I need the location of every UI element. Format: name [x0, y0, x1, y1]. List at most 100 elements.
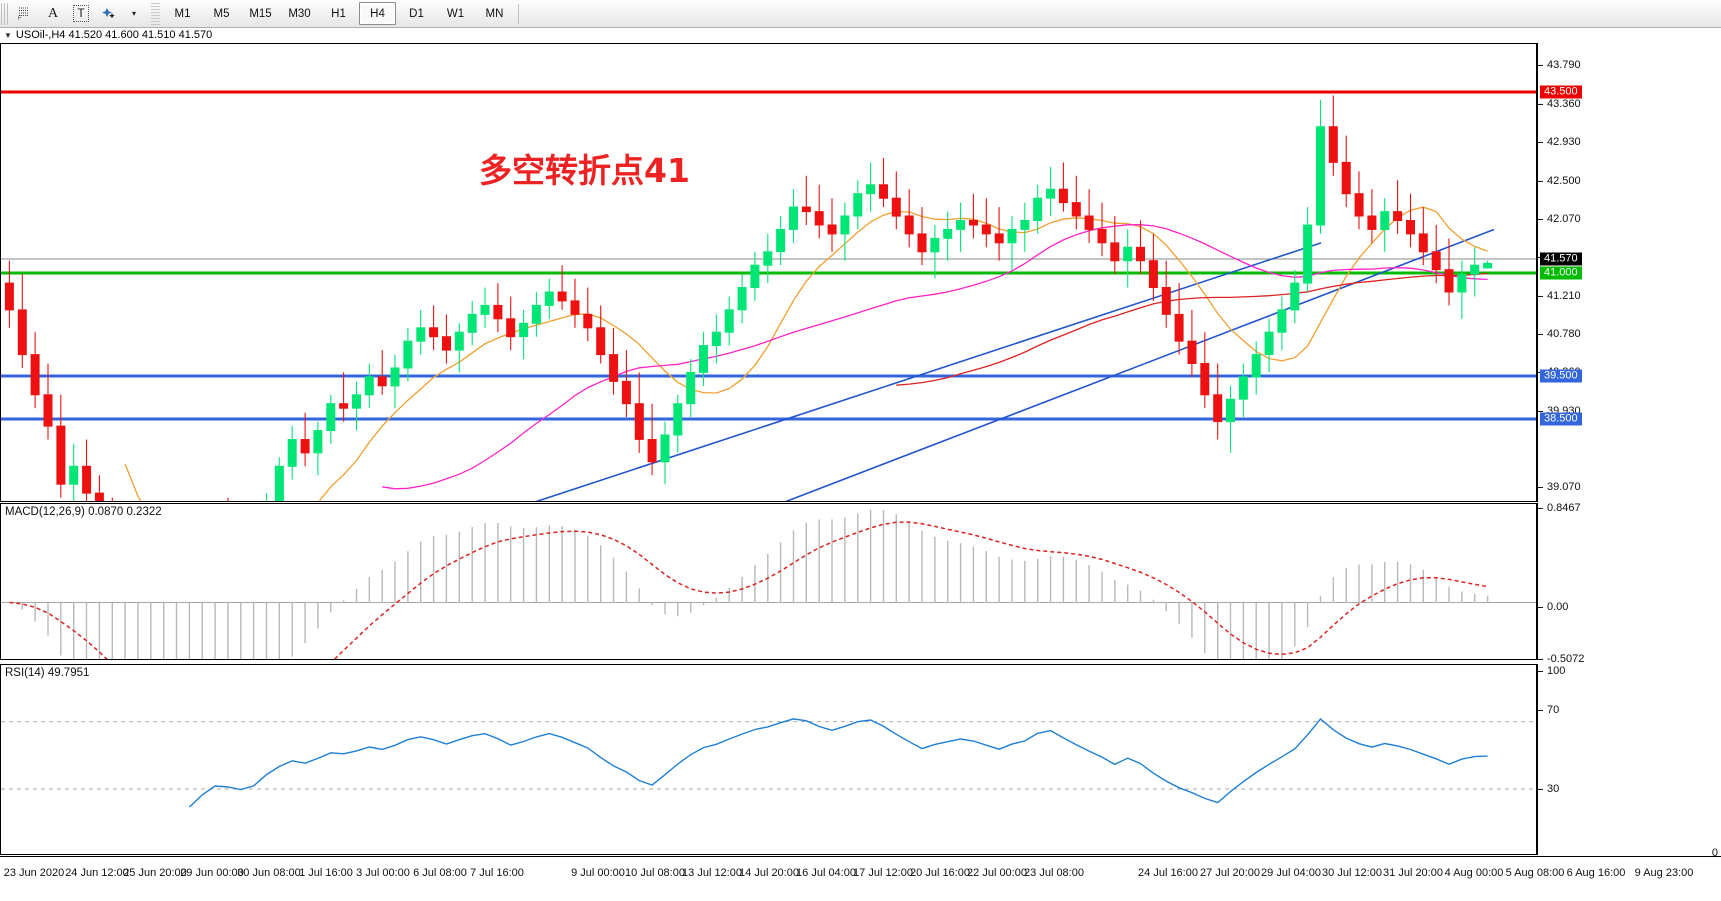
time-axis-label: 5 Aug 08:00	[1505, 867, 1565, 879]
candle-body	[1316, 126, 1325, 226]
time-axis-label: 16 Jul 04:00	[796, 867, 856, 879]
tick-label: 0.00	[1547, 601, 1569, 614]
tick-label: 42.500	[1547, 175, 1581, 188]
price-tag: 41.570	[1540, 252, 1582, 266]
crosshair-icon[interactable]: F	[12, 1, 38, 26]
tick-mark	[1538, 295, 1543, 297]
timeframe-h1[interactable]: H1	[331, 7, 346, 20]
macd-label: MACD(12,26,9) 0.0870 0.2322	[5, 506, 162, 518]
macd-pane[interactable]: MACD(12,26,9) 0.0870 0.2322	[0, 503, 1537, 660]
candle-body	[609, 354, 619, 382]
candle-body	[429, 327, 439, 338]
time-axis-label: 7 Jul 16:00	[470, 867, 524, 879]
candle-body	[1444, 269, 1454, 293]
price-chart-pane[interactable]: 多空转折点41	[0, 43, 1537, 502]
objects-icon[interactable]	[96, 1, 122, 26]
macd-axis[interactable]: 0.8467 0.00 -0.5072	[1537, 502, 1721, 665]
candle-body	[1277, 309, 1287, 333]
tick-label: 39.070	[1547, 481, 1581, 494]
candle-body	[956, 220, 966, 230]
time-axis-label: 6 Aug 16:00	[1566, 867, 1626, 879]
candle-body	[1136, 246, 1145, 262]
axis-tick: 70	[1538, 704, 1559, 716]
time-axis-label: 20 Jul 16:00	[910, 867, 970, 879]
ma-orange-line	[124, 206, 1488, 501]
timeframe-m30[interactable]: M30	[288, 7, 311, 20]
timeframe-group: M1 M5 M15 M30 H1 H4 D1 W1 MN	[163, 2, 514, 25]
candle-body	[1238, 376, 1248, 400]
axis-tick: 43.790	[1538, 59, 1581, 71]
time-axis-label: 17 Jul 12:00	[853, 867, 913, 879]
time-axis-label: 9 Aug 23:00	[1634, 867, 1694, 879]
candle-body	[480, 304, 490, 315]
rsi-axis[interactable]: 100 70 30	[1537, 664, 1721, 855]
axis-tick: 42.070	[1538, 213, 1581, 225]
tick-label: 41.210	[1547, 290, 1581, 303]
timeframe-group-handle[interactable]	[151, 2, 160, 25]
candle-body	[1084, 215, 1094, 230]
candle-body	[544, 291, 554, 306]
macd-canvas	[1, 509, 1536, 659]
candle-body	[1251, 354, 1261, 378]
timeframe-m15[interactable]: M15	[249, 7, 272, 20]
symbol-ohlc-text: USOil-,H4 41.520 41.600 41.510 41.570	[15, 29, 213, 41]
toolbar-drag-handle[interactable]	[1, 2, 9, 25]
time-axis-label: 14 Jul 20:00	[739, 867, 799, 879]
time-axis-label: 3 Jul 00:00	[356, 867, 410, 879]
candle-body	[1226, 398, 1235, 423]
timeframe-mn[interactable]: MN	[485, 7, 504, 20]
tick-mark	[1538, 788, 1543, 790]
candle-body	[1290, 282, 1300, 311]
candle-body	[1123, 246, 1133, 262]
collapse-icon[interactable]: ▼	[4, 30, 12, 40]
candle-body	[814, 211, 824, 226]
candle-body	[570, 300, 580, 315]
timeframe-m5[interactable]: M5	[213, 7, 230, 20]
time-axis[interactable]: 0 23 Jun 2020 24 Jun 12:00 25 Jun 20:00 29 …	[0, 847, 1721, 901]
rsi-pane[interactable]: RSI(14) 49.7951	[0, 664, 1537, 855]
candle-body	[326, 403, 336, 432]
candle-body	[1046, 188, 1056, 199]
candle-body	[801, 206, 811, 213]
timeframe-m1[interactable]: M1	[174, 7, 191, 20]
text-box-icon[interactable]: T	[68, 1, 94, 26]
axis-tick: 0.8467	[1538, 502, 1581, 514]
axis-tick: 40.780	[1538, 328, 1581, 340]
time-axis-label: 30 Jun 08:00	[237, 867, 301, 879]
candle-body	[493, 304, 503, 320]
candle-body	[699, 345, 708, 373]
axis-tick: -0.5072	[1538, 653, 1584, 665]
candle-body	[994, 233, 1004, 244]
candle-body	[981, 224, 991, 235]
candle-body	[866, 184, 876, 195]
candle-body	[789, 206, 798, 230]
timeframe-w1[interactable]: W1	[446, 7, 465, 20]
rsi-canvas	[1, 718, 1536, 808]
chevron-down-icon[interactable]: ▾	[131, 9, 136, 18]
timeframe-d1[interactable]: D1	[409, 7, 424, 20]
candle-body	[750, 264, 760, 288]
candle-body	[647, 439, 657, 463]
tick-mark	[1538, 410, 1543, 412]
axis-tick: 41.210	[1538, 290, 1581, 302]
candle-body	[724, 309, 734, 333]
time-axis-label: 25 Jun 20:00	[123, 867, 187, 879]
candle-body	[377, 376, 387, 387]
candle-body	[467, 313, 477, 333]
candle-body	[763, 251, 773, 266]
symbol-info-bar: ▼ USOil-,H4 41.520 41.600 41.510 41.570	[0, 28, 1721, 42]
axis-tick: 39.070	[1538, 481, 1581, 493]
text-label-icon[interactable]: A	[47, 5, 59, 21]
time-axis-label: 23 Jun 2020	[3, 867, 65, 879]
candle-body	[403, 340, 413, 369]
timeframe-h4[interactable]: H4	[359, 2, 396, 25]
candle-body	[1406, 220, 1415, 235]
price-tag: 39.500	[1540, 369, 1582, 383]
candle-body	[274, 465, 284, 501]
candle-body	[904, 215, 914, 235]
candle-body	[30, 354, 40, 396]
candle-body	[1187, 340, 1197, 365]
candle-body	[1341, 161, 1351, 195]
price-axis[interactable]: 43.79043.36042.93042.50042.07041.64041.2…	[1537, 43, 1721, 685]
candle-body	[313, 430, 323, 454]
